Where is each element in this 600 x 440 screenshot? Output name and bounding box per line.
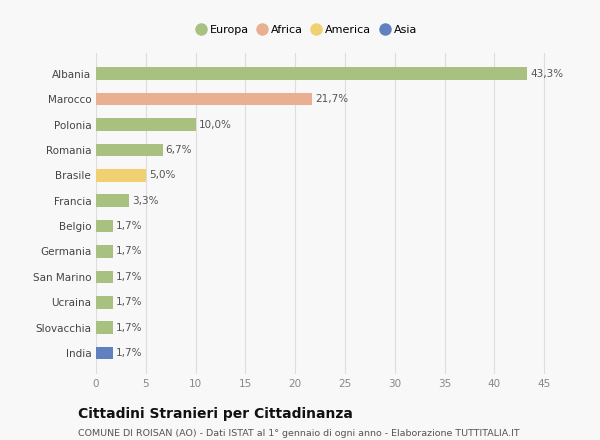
Text: Cittadini Stranieri per Cittadinanza: Cittadini Stranieri per Cittadinanza <box>78 407 353 421</box>
Text: 1,7%: 1,7% <box>116 221 142 231</box>
Text: 3,3%: 3,3% <box>132 196 158 206</box>
Text: 43,3%: 43,3% <box>530 69 563 79</box>
Text: 1,7%: 1,7% <box>116 272 142 282</box>
Bar <box>96 169 146 182</box>
Text: COMUNE DI ROISAN (AO) - Dati ISTAT al 1° gennaio di ogni anno - Elaborazione TUT: COMUNE DI ROISAN (AO) - Dati ISTAT al 1°… <box>78 429 520 438</box>
Bar <box>96 67 527 80</box>
Bar <box>96 296 113 308</box>
Text: 1,7%: 1,7% <box>116 348 142 358</box>
Bar <box>96 194 129 207</box>
Bar <box>96 321 113 334</box>
Text: 1,7%: 1,7% <box>116 323 142 333</box>
Text: 21,7%: 21,7% <box>315 94 348 104</box>
Bar <box>96 271 113 283</box>
Bar <box>96 220 113 232</box>
Text: 1,7%: 1,7% <box>116 297 142 307</box>
Text: 6,7%: 6,7% <box>166 145 192 155</box>
Legend: Europa, Africa, America, Asia: Europa, Africa, America, Asia <box>192 20 421 40</box>
Bar <box>96 245 113 258</box>
Bar <box>96 93 312 106</box>
Bar <box>96 118 196 131</box>
Text: 5,0%: 5,0% <box>149 170 175 180</box>
Text: 1,7%: 1,7% <box>116 246 142 257</box>
Text: 10,0%: 10,0% <box>199 120 232 129</box>
Bar <box>96 143 163 156</box>
Bar <box>96 347 113 359</box>
